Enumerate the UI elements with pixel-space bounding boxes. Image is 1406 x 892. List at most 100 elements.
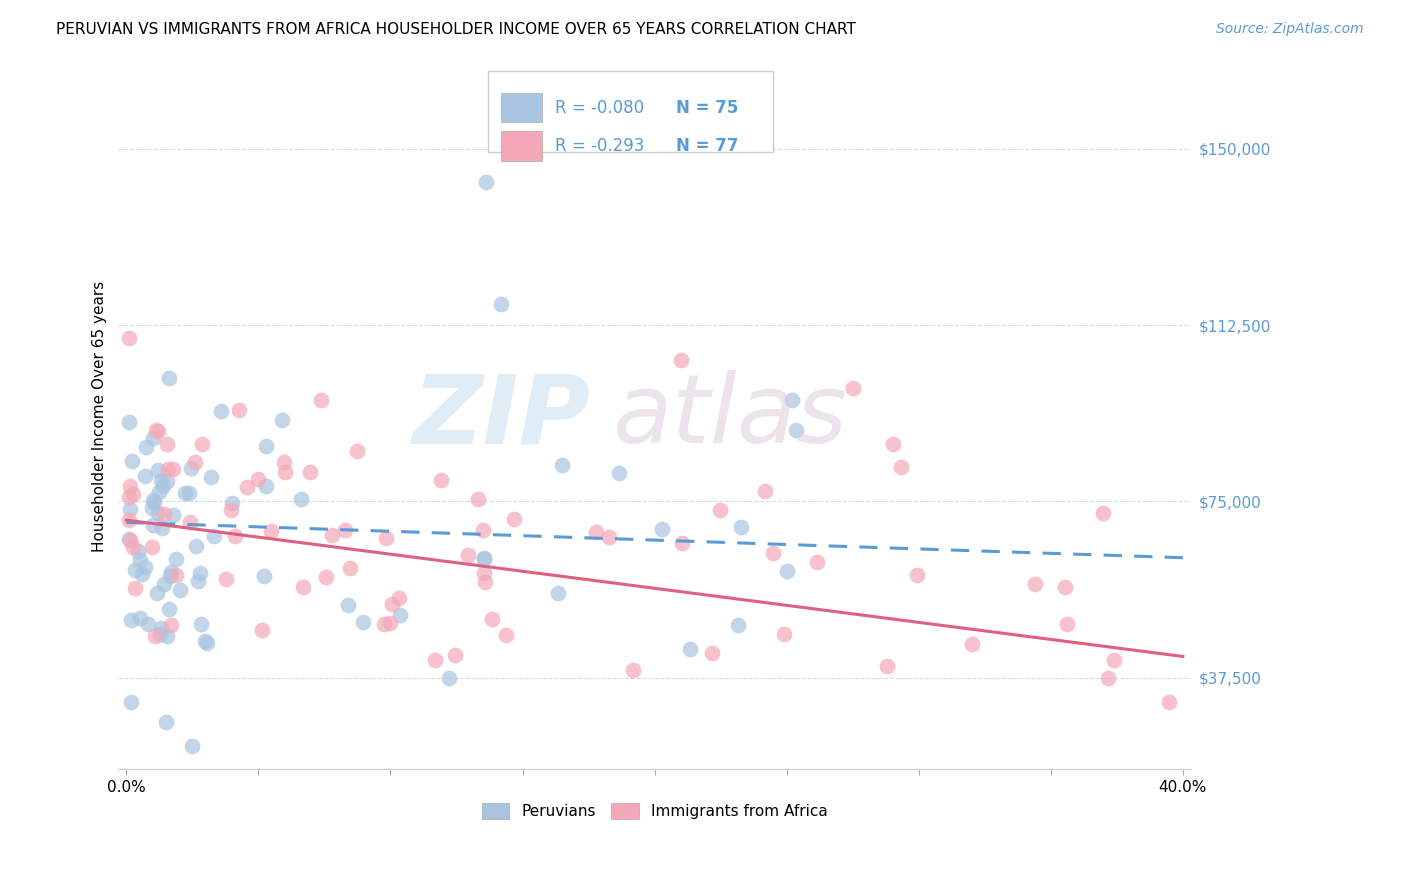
Point — [124, 581, 146, 595]
Point — [381, 597, 404, 611]
Legend: Peruvians, Immigrants from Africa: Peruvians, Immigrants from Africa — [475, 797, 834, 825]
Point — [184, 539, 207, 553]
Point — [159, 371, 181, 385]
Point — [202, 529, 225, 543]
Point — [905, 568, 928, 582]
Text: R = -0.080: R = -0.080 — [555, 99, 644, 117]
Point — [1053, 580, 1076, 594]
Point — [165, 568, 187, 582]
Point — [1024, 577, 1046, 591]
Point — [439, 671, 461, 685]
Point — [1157, 695, 1180, 709]
Point — [457, 548, 479, 562]
Point — [143, 495, 166, 509]
Point — [547, 586, 569, 600]
Point — [146, 585, 169, 599]
Point — [315, 570, 337, 584]
Point — [841, 382, 863, 396]
Point — [121, 487, 143, 501]
Point — [228, 403, 250, 417]
Point — [246, 472, 269, 486]
Point — [273, 455, 295, 469]
Point — [141, 501, 163, 516]
Point — [444, 648, 467, 662]
Point — [609, 466, 631, 480]
Text: Source: ZipAtlas.com: Source: ZipAtlas.com — [1216, 22, 1364, 37]
Point — [430, 474, 453, 488]
Point — [156, 462, 179, 476]
Text: N = 77: N = 77 — [676, 137, 738, 155]
Point — [146, 425, 169, 439]
Point — [333, 524, 356, 538]
Point — [730, 520, 752, 534]
Point — [780, 393, 803, 408]
Point — [299, 465, 322, 479]
Point — [120, 479, 142, 493]
Point — [194, 634, 217, 648]
Point — [224, 529, 246, 543]
Point — [160, 565, 183, 579]
Point — [221, 503, 243, 517]
Point — [120, 502, 142, 516]
Point — [135, 440, 157, 454]
Point — [321, 527, 343, 541]
Point — [274, 466, 297, 480]
Text: R = -0.293: R = -0.293 — [555, 137, 644, 155]
Point — [375, 531, 398, 545]
Point — [785, 423, 807, 437]
Point — [467, 492, 489, 507]
Point — [150, 621, 173, 635]
Point — [148, 485, 170, 500]
Point — [773, 627, 796, 641]
Point — [1056, 616, 1078, 631]
Point — [173, 485, 195, 500]
Point — [471, 523, 494, 537]
Point — [503, 512, 526, 526]
Point — [134, 560, 156, 574]
Point — [474, 175, 496, 189]
Point — [621, 664, 644, 678]
Point — [762, 546, 785, 560]
Point — [423, 652, 446, 666]
Point — [188, 566, 211, 581]
Point — [184, 454, 207, 468]
Point — [292, 580, 315, 594]
Point — [346, 444, 368, 458]
Point — [352, 615, 374, 630]
Point — [195, 636, 218, 650]
Point — [474, 550, 496, 565]
Point — [156, 629, 179, 643]
Point — [118, 331, 141, 345]
Point — [727, 618, 749, 632]
Point — [120, 613, 142, 627]
Point — [598, 529, 620, 543]
Point — [118, 532, 141, 546]
Point — [1097, 671, 1119, 685]
Point — [651, 522, 673, 536]
Point — [131, 566, 153, 581]
Point — [709, 503, 731, 517]
Point — [156, 474, 179, 488]
Point — [339, 561, 361, 575]
Point — [149, 627, 172, 641]
Point — [585, 524, 607, 539]
Point — [162, 508, 184, 522]
Point — [806, 555, 828, 569]
Point — [187, 574, 209, 588]
Point — [157, 602, 180, 616]
Point — [388, 591, 411, 605]
Point — [221, 496, 243, 510]
Point — [121, 454, 143, 468]
Point — [776, 564, 799, 578]
Text: N = 75: N = 75 — [676, 99, 738, 117]
Point — [253, 569, 276, 583]
Point — [118, 533, 141, 548]
Point — [254, 479, 277, 493]
Point — [495, 628, 517, 642]
Point — [169, 583, 191, 598]
Point — [671, 535, 693, 549]
Point — [160, 618, 183, 632]
Point — [214, 572, 236, 586]
Point — [179, 516, 201, 530]
FancyBboxPatch shape — [488, 71, 772, 153]
